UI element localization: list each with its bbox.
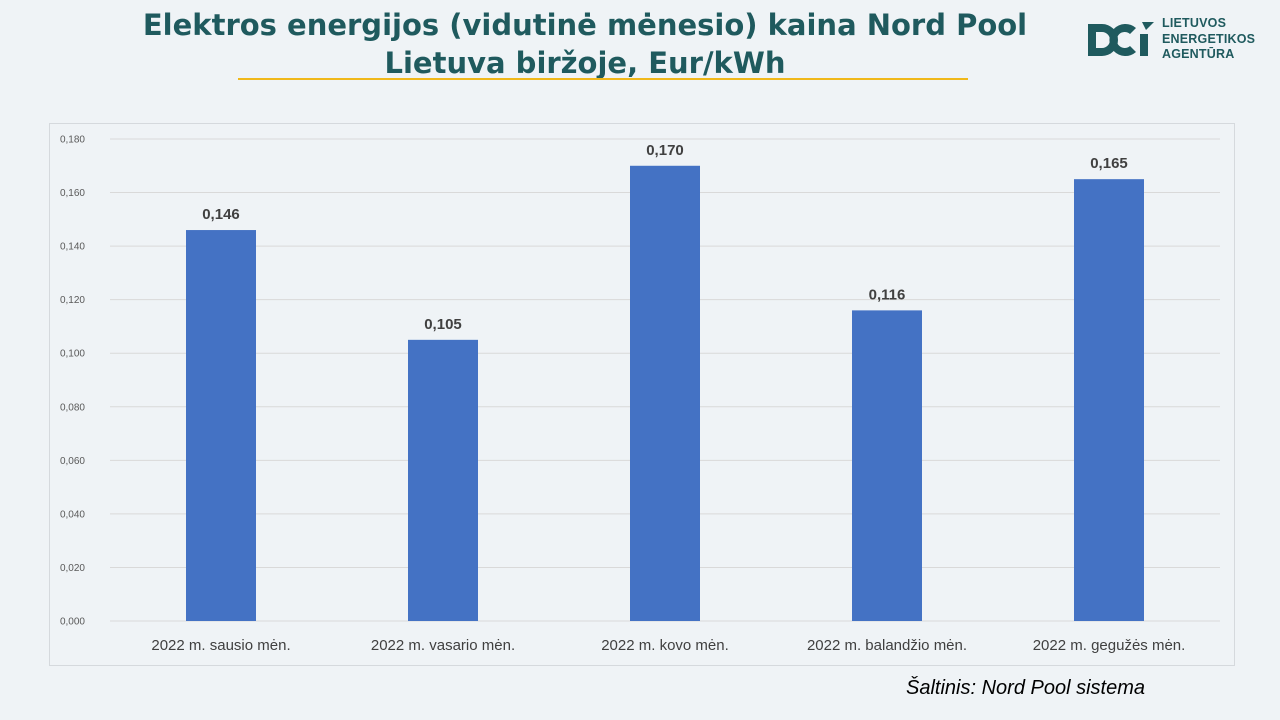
y-tick-label: 0,120	[60, 295, 85, 306]
y-tick-label: 0,100	[60, 349, 85, 360]
y-tick-label: 0,060	[60, 456, 85, 467]
x-category-label: 2022 m. vasario mėn.	[371, 637, 515, 654]
agency-logo-icon	[1088, 22, 1154, 56]
data-label: 0,116	[869, 286, 906, 303]
data-label: 0,165	[1090, 155, 1128, 172]
chart-title: Elektros energijos (vidutinė mėnesio) ka…	[142, 8, 1028, 80]
source-note: Šaltinis: Nord Pool sistema	[906, 677, 1145, 699]
data-label: 0,146	[202, 206, 240, 223]
logo-text: LIETUVOS ENERGETIKOS AGENTŪRA	[1162, 16, 1255, 63]
y-tick-label: 0,080	[60, 402, 85, 413]
bar	[408, 339, 478, 621]
x-category-label: 2022 m. gegužės mėn.	[1033, 637, 1186, 654]
x-category-label: 2022 m. sausio mėn.	[151, 637, 290, 654]
y-tick-label: 0,020	[60, 563, 85, 574]
y-tick-label: 0,040	[60, 509, 85, 520]
y-tick-label: 0,180	[60, 135, 85, 146]
y-tick-label: 0,160	[60, 188, 85, 199]
y-tick-label: 0,140	[60, 242, 85, 253]
agency-logo: LIETUVOS ENERGETIKOS AGENTŪRA	[1084, 16, 1264, 66]
x-category-label: 2022 m. balandžio mėn.	[807, 637, 967, 654]
chart-area: 0,000 0,020 0,040 0,060 0,080 0,100 0,120 0,140…	[49, 123, 1235, 666]
bar	[186, 230, 256, 621]
bar	[630, 165, 700, 621]
x-category-label: 2022 m. kovo mėn.	[601, 637, 729, 654]
logo-line-3: AGENTŪRA	[1162, 47, 1235, 61]
data-label: 0,105	[424, 316, 462, 333]
title-underline	[238, 78, 968, 80]
logo-line-2: ENERGETIKOS	[1162, 31, 1256, 46]
data-label: 0,170	[646, 142, 684, 159]
bar	[852, 310, 922, 621]
y-tick-label: 0,000	[60, 617, 85, 628]
logo-line-1: LIETUVOS	[1162, 16, 1227, 30]
bar-chart: 0,000 0,020 0,040 0,060 0,080 0,100 0,120 0,140…	[60, 135, 1220, 654]
bar	[1074, 179, 1144, 621]
